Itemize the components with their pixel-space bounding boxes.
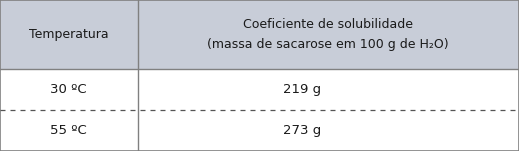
Text: 219 g: 219 g bbox=[283, 83, 321, 96]
Text: 30 ºC: 30 ºC bbox=[50, 83, 87, 96]
Bar bbox=[0, 69, 519, 151]
Text: Temperatura: Temperatura bbox=[29, 28, 108, 41]
Text: 55 ºC: 55 ºC bbox=[50, 124, 87, 137]
Text: Coeficiente de solubilidade: Coeficiente de solubilidade bbox=[243, 18, 413, 31]
Text: (massa de sacarose em 100 g de H₂O): (massa de sacarose em 100 g de H₂O) bbox=[208, 38, 449, 51]
Bar bbox=[0, 0, 519, 69]
Text: 273 g: 273 g bbox=[283, 124, 321, 137]
